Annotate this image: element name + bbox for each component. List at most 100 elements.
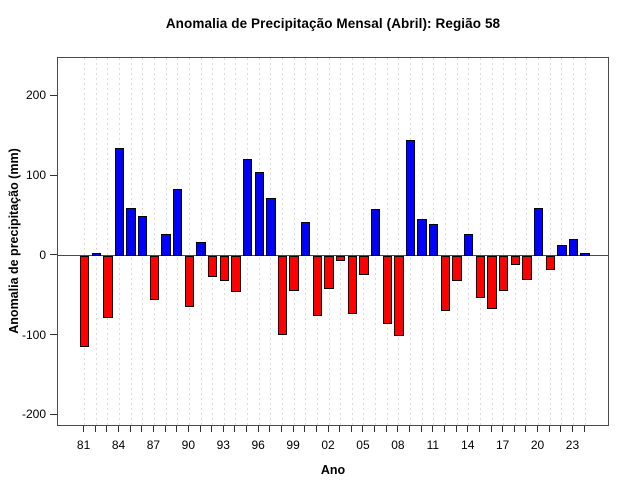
bar-1996: [254, 172, 264, 256]
x-tick: [118, 426, 120, 432]
bar-2001: [312, 255, 323, 316]
x-tick: [478, 426, 480, 432]
x-tick: [362, 426, 364, 432]
gridline: [549, 58, 551, 425]
bar-1994: [231, 255, 241, 293]
bar-2011: [429, 223, 439, 256]
bar-1999: [289, 255, 299, 291]
bar-1993: [219, 255, 229, 281]
gridline: [84, 58, 86, 425]
gridline: [386, 58, 388, 425]
gridline: [514, 58, 516, 425]
bar-1997: [266, 198, 276, 256]
x-tick: [548, 426, 550, 432]
gridline: [340, 58, 342, 425]
x-tick-label: 02: [321, 438, 335, 452]
bar-2000: [301, 221, 311, 256]
x-tick: [571, 426, 573, 432]
x-tick: [443, 426, 445, 432]
x-tick-label: 96: [251, 438, 265, 452]
y-tick: [50, 334, 57, 336]
gridline: [444, 58, 446, 425]
x-tick: [176, 426, 178, 432]
x-tick: [327, 426, 329, 432]
x-tick: [141, 426, 143, 432]
bar-2017: [498, 255, 509, 291]
bar-2022: [557, 244, 567, 256]
bar-2003: [335, 255, 346, 262]
x-tick: [537, 426, 539, 432]
bar-2012: [440, 255, 451, 311]
bar-2019: [522, 255, 532, 280]
y-tick: [50, 254, 57, 256]
bar-2015: [475, 255, 486, 299]
bar-1986: [138, 215, 148, 256]
bar-2010: [417, 219, 427, 256]
y-tick-label: -200: [21, 407, 46, 422]
y-tick-label: -100: [21, 327, 46, 342]
x-tick-label: 84: [111, 438, 126, 452]
x-tick: [246, 426, 248, 432]
x-tick: [455, 426, 457, 432]
x-tick: [94, 426, 96, 432]
gridline: [107, 58, 109, 425]
gridline: [212, 58, 214, 425]
bar-2014: [464, 234, 474, 256]
bar-2024: [580, 252, 590, 256]
x-tick-label: 11: [426, 438, 440, 452]
y-tick: [50, 94, 57, 96]
gridline: [328, 58, 330, 425]
x-tick: [187, 426, 189, 432]
gridline: [188, 58, 190, 425]
x-tick: [339, 426, 341, 432]
gridline: [479, 58, 481, 425]
x-tick: [269, 426, 271, 432]
x-axis-label: Ano: [320, 463, 346, 477]
bar-1984: [114, 148, 125, 256]
gridline: [316, 58, 318, 425]
x-tick-label: 81: [76, 438, 91, 452]
x-tick-label: 17: [495, 438, 510, 452]
x-tick: [397, 426, 399, 432]
gridline: [281, 58, 283, 425]
gridline: [223, 58, 225, 425]
x-tick-label: 08: [391, 438, 405, 452]
bar-2006: [370, 208, 381, 256]
x-tick-label: 87: [146, 438, 161, 452]
y-tick: [50, 413, 57, 415]
x-tick-label: 05: [356, 438, 370, 452]
gridline: [95, 58, 97, 425]
bar-2004: [347, 255, 357, 314]
gridline: [351, 58, 353, 425]
x-tick: [409, 426, 411, 432]
x-tick: [385, 426, 387, 432]
gridline: [235, 58, 237, 425]
y-tick-label: 100: [25, 168, 46, 183]
x-tick: [164, 426, 166, 432]
x-tick: [513, 426, 515, 432]
bar-1998: [277, 255, 288, 335]
gridline: [503, 58, 505, 425]
x-tick: [583, 426, 585, 432]
x-tick: [211, 426, 213, 432]
x-tick: [222, 426, 224, 432]
bar-1992: [207, 255, 218, 278]
x-tick: [374, 426, 376, 432]
x-tick-label: 20: [530, 438, 545, 452]
bar-1982: [91, 253, 101, 256]
x-tick: [257, 426, 259, 432]
bar-2023: [568, 239, 579, 256]
bar-2020: [533, 207, 544, 256]
x-tick-label: 14: [461, 438, 475, 452]
x-tick: [234, 426, 236, 432]
bar-1995: [242, 159, 253, 256]
gridline: [293, 58, 295, 425]
x-tick: [83, 426, 85, 432]
bar-2013: [452, 255, 462, 281]
y-tick-label: 200: [25, 88, 46, 103]
gridline: [200, 58, 202, 425]
x-tick: [106, 426, 108, 432]
x-tick: [315, 426, 317, 432]
x-tick: [152, 426, 154, 432]
gridline: [584, 58, 586, 425]
